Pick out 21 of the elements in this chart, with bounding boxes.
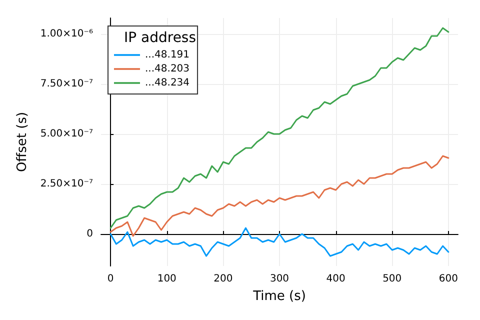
line-series xyxy=(110,27,450,229)
x-tick-label: 100 xyxy=(157,274,176,284)
y-axis-title: Offset (s) xyxy=(15,112,30,172)
y-tick-label: 5.00×10⁻⁷ xyxy=(40,128,93,140)
line-series xyxy=(110,155,450,237)
legend-label: ...48.203 xyxy=(145,64,190,74)
x-tick-label: 500 xyxy=(382,274,402,284)
y-tick-label: 2.50×10⁻⁷ xyxy=(40,178,93,190)
x-tick-label: 0 xyxy=(107,274,114,284)
x-tick-label: 200 xyxy=(214,274,233,284)
legend-title: IP address xyxy=(124,30,196,46)
y-tick-label: 7.50×10⁻⁷ xyxy=(40,78,93,90)
x-axis-title: Time (s) xyxy=(252,289,306,304)
legend-label: ...48.234 xyxy=(145,78,190,88)
y-tick-label: 1.00×10⁻⁶ xyxy=(40,28,93,40)
line-series xyxy=(110,227,450,257)
legend-label: ...48.191 xyxy=(145,50,190,60)
x-tick-label: 300 xyxy=(270,274,290,284)
x-tick-label: 600 xyxy=(438,274,458,284)
y-tick-label: 0 xyxy=(86,228,93,240)
x-tick-label: 400 xyxy=(326,274,346,284)
